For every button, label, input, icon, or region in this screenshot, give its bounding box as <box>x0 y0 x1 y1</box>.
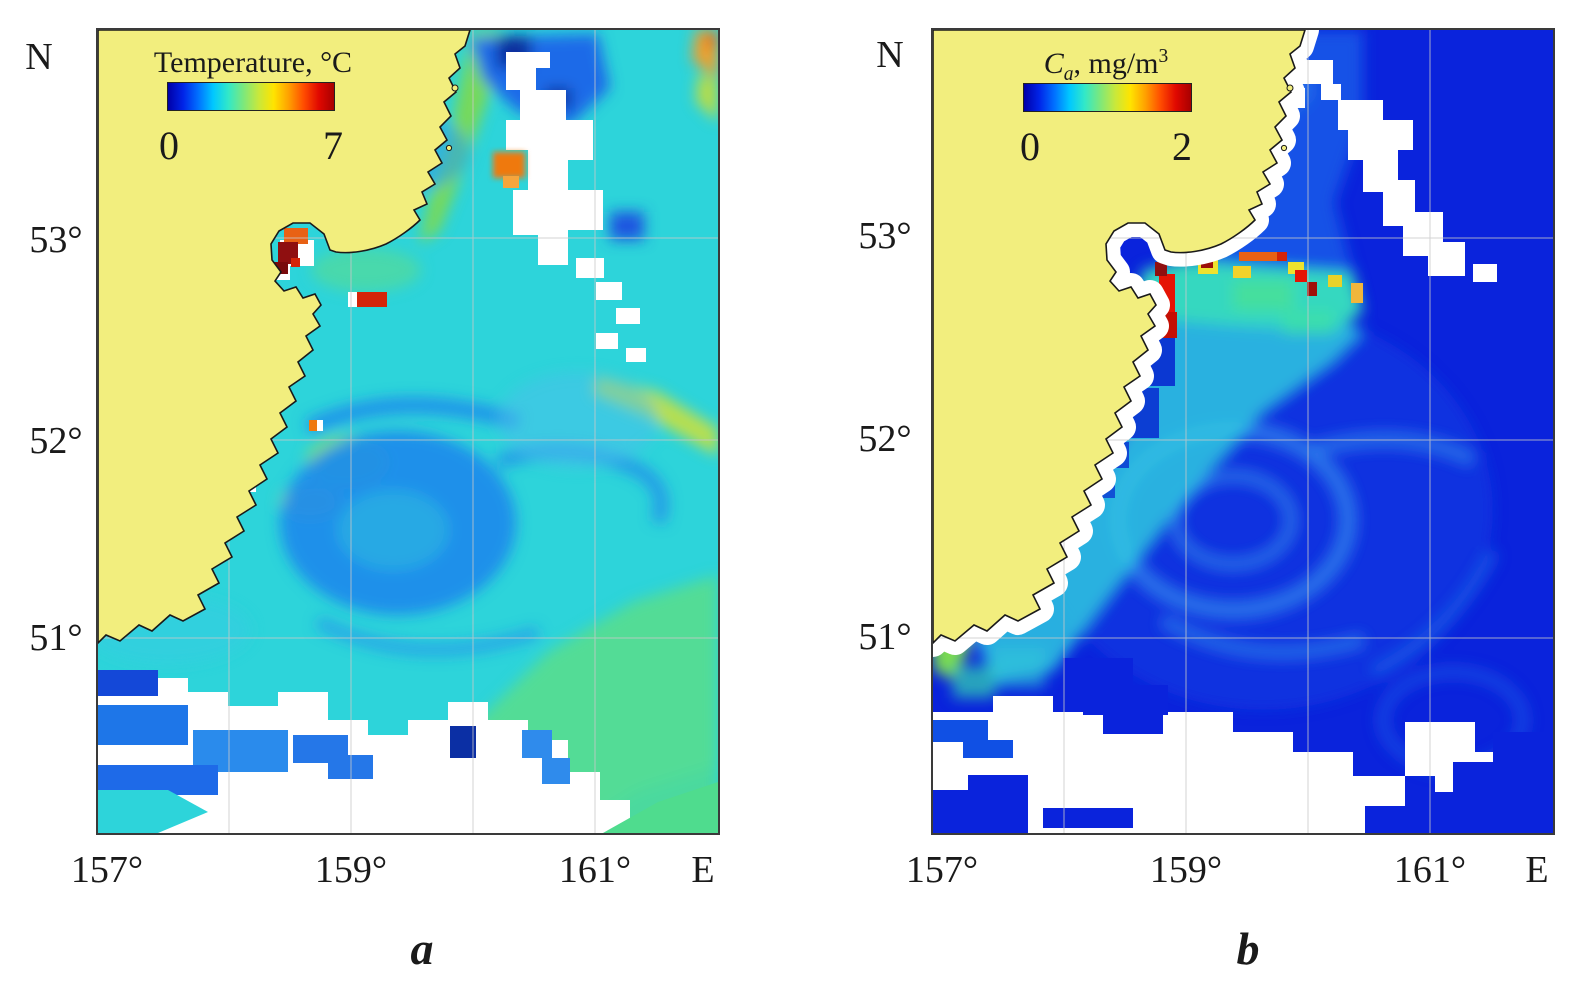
colorbar-temperature <box>167 82 335 111</box>
compass-north-a: N <box>25 36 53 78</box>
compass-north-b: N <box>876 34 904 76</box>
islet-b2 <box>1280 144 1288 152</box>
lat-label-a-52: 52° <box>29 420 83 462</box>
lon-label-a-161: 161° <box>558 849 632 891</box>
lon-label-a-157: 157° <box>70 849 144 891</box>
lon-label-b-161: 161° <box>1393 849 1467 891</box>
colorbar-max-b: 2 <box>1172 124 1192 169</box>
lat-label-a-53: 53° <box>29 219 83 261</box>
lat-label-a-51: 51° <box>29 617 83 659</box>
lon-label-a-159: 159° <box>314 849 388 891</box>
legend-title-temperature: Temperature, °C <box>153 46 353 79</box>
caption-b: b <box>1236 923 1260 974</box>
islet-a1 <box>451 84 459 92</box>
legend-chl-subscript: a <box>1063 64 1074 85</box>
land-kamchatka-b <box>933 30 1306 645</box>
colorbar-chlorophyll <box>1023 83 1192 112</box>
islet-b1 <box>1286 84 1294 92</box>
land-kamchatka-a <box>98 30 471 645</box>
map-a-raster <box>98 30 718 833</box>
colorbar-min-a: 0 <box>159 123 179 168</box>
compass-east-b: E <box>1525 849 1549 891</box>
legend-chl-superscript: 3 <box>1158 46 1169 67</box>
legend-chl-units: , mg/m <box>1073 47 1159 80</box>
warm-spots-a <box>274 152 525 431</box>
compass-east-a: E <box>691 849 715 891</box>
islet-a2 <box>445 144 453 152</box>
colorbar-max-a: 7 <box>323 123 343 168</box>
lat-label-b-53: 53° <box>858 215 912 257</box>
water-patches-a <box>98 670 718 833</box>
caption-a: a <box>410 923 434 974</box>
lon-label-b-159: 159° <box>1149 849 1223 891</box>
water-patches-b <box>933 658 1553 833</box>
lon-label-b-157: 157° <box>905 849 979 891</box>
legend-title-chlorophyll: Ca, mg/m3 <box>991 46 1221 86</box>
lat-label-b-51: 51° <box>858 616 912 658</box>
panel-a-temperature-map: Temperature, °C 0 7 <box>96 28 720 835</box>
colorbar-min-b: 0 <box>1020 124 1040 169</box>
panel-b-chlorophyll-map: Ca, mg/m3 0 2 <box>931 28 1555 835</box>
legend-chl-symbol: C <box>1043 47 1064 80</box>
lat-label-b-52: 52° <box>858 418 912 460</box>
